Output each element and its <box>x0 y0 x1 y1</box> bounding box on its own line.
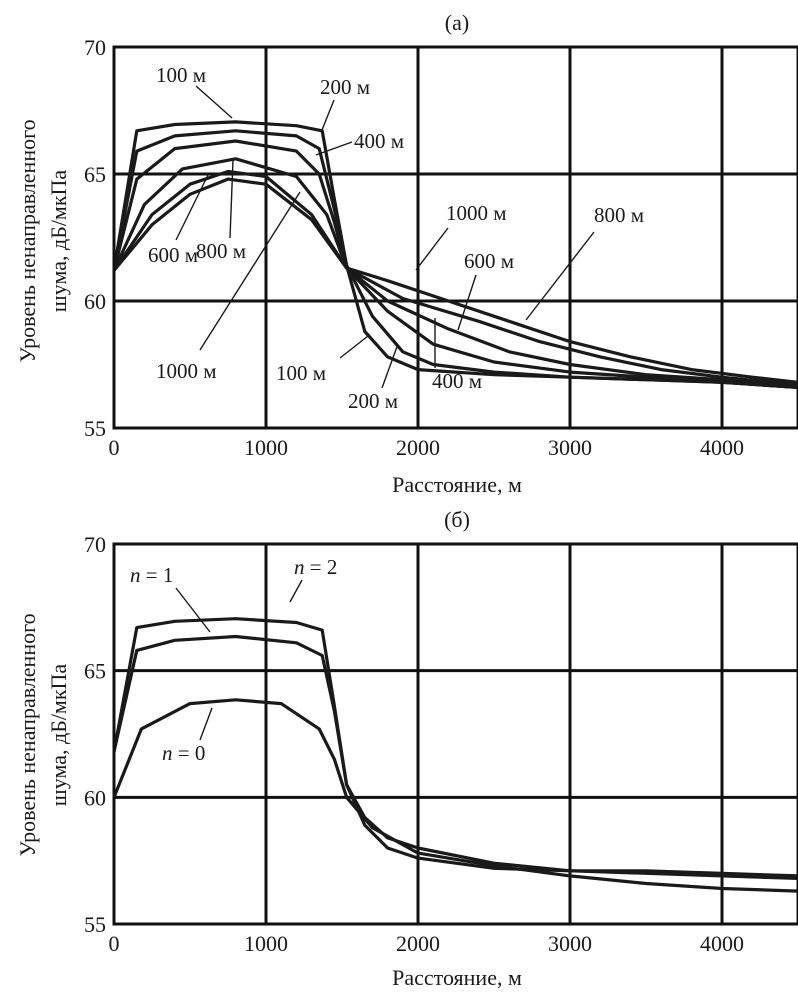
x-tick-label: 4000 <box>700 435 744 460</box>
annotation-label: n = 2 <box>294 555 337 579</box>
annotation-leader <box>199 707 213 741</box>
annotation-leader <box>321 99 335 131</box>
y-tick-label: 65 <box>84 659 106 684</box>
annotation-leader <box>315 141 353 156</box>
series-line <box>112 129 798 389</box>
annotation-leader <box>229 159 234 239</box>
annotation-label: 100 м <box>276 361 326 385</box>
annotation-label: 200 м <box>320 75 370 99</box>
y-tick-label: 55 <box>84 912 106 937</box>
x-tick-label: 1000 <box>244 931 288 956</box>
y-tick-label: 70 <box>84 532 106 557</box>
annotation-label: 400 м <box>354 129 404 153</box>
annotation-label: 1000 м <box>446 201 507 225</box>
tick-labels-a: 0 1000 2000 3000 4000 55 60 65 70 <box>84 35 744 460</box>
plot-frame-b <box>112 542 798 926</box>
annotation-leader <box>525 231 595 321</box>
annotation-label: 600 м <box>148 243 198 267</box>
x-axis-label-a: Расстояние, м <box>392 472 522 497</box>
annotation-label: 100 м <box>156 63 206 87</box>
x-tick-label: 4000 <box>700 931 744 956</box>
annotation-label: 600 м <box>464 249 514 273</box>
annotation-leader <box>415 227 449 271</box>
annotation-label: 800 м <box>594 203 644 227</box>
annotation-leader <box>339 335 369 359</box>
x-tick-label: 3000 <box>548 931 592 956</box>
series-line <box>112 617 798 880</box>
series-line <box>112 139 798 389</box>
annotation-label: 800 м <box>196 239 246 263</box>
grid-b <box>114 544 798 924</box>
annotation-leader <box>381 343 399 389</box>
series-line <box>112 177 798 384</box>
tick-labels-b: 0 1000 2000 3000 4000 55 60 65 70 <box>84 532 744 956</box>
series-group-a <box>112 120 798 389</box>
panel-label-a: (а) <box>445 10 469 35</box>
chart-panel-b: (б) 0 1000 2000 3000 4000 55 60 65 70 n = 1 n = 2… <box>15 507 798 990</box>
panel-label-b: (б) <box>444 507 470 532</box>
y-axis-label-a-line1: Уровень ненаправленного <box>15 119 40 362</box>
annotation-leader <box>199 191 301 351</box>
x-tick-label: 3000 <box>548 435 592 460</box>
annotation-leader <box>457 274 477 331</box>
x-tick-label: 0 <box>109 435 120 460</box>
annotation-leader <box>175 174 209 241</box>
series-line <box>112 634 798 878</box>
annotation-label: n = 0 <box>162 741 205 765</box>
annotations-b: n = 1 n = 2 n = 0 <box>130 555 337 765</box>
y-axis-label-a-line2: шума, дБ/мкПа <box>46 170 71 313</box>
annotation-leader <box>175 587 211 633</box>
y-axis-label-b-line2: шума, дБ/мкПа <box>46 664 71 807</box>
y-tick-label: 55 <box>84 416 106 441</box>
plot-frame <box>112 45 798 430</box>
plot-frame <box>112 542 798 926</box>
plot-frame-a <box>112 45 798 430</box>
y-tick-label: 65 <box>84 162 106 187</box>
y-axis-label-b-line1: Уровень ненаправленного <box>15 613 40 856</box>
annotation-leader <box>289 579 303 603</box>
y-tick-label: 60 <box>84 289 106 314</box>
x-tick-label: 1000 <box>244 435 288 460</box>
series-line <box>112 157 798 389</box>
y-tick-label: 70 <box>84 35 106 60</box>
annotation-label: 400 м <box>432 369 482 393</box>
x-axis-label-b: Расстояние, м <box>392 965 522 990</box>
annotation-label: 200 м <box>348 389 398 413</box>
annotation-label: n = 1 <box>130 563 173 587</box>
y-tick-label: 60 <box>84 785 106 810</box>
series-line <box>112 698 798 893</box>
x-tick-label: 0 <box>109 931 120 956</box>
annotation-label: 1000 м <box>156 359 217 383</box>
chart-panel-a: (а) 0 1000 2000 3000 4000 55 60 65 70 100 м 200 м… <box>15 10 798 497</box>
grid-a <box>114 47 798 428</box>
series-line <box>112 169 798 387</box>
x-tick-label: 2000 <box>396 931 440 956</box>
annotation-leader <box>195 85 233 119</box>
x-tick-label: 2000 <box>396 435 440 460</box>
series-group-b <box>112 617 798 893</box>
